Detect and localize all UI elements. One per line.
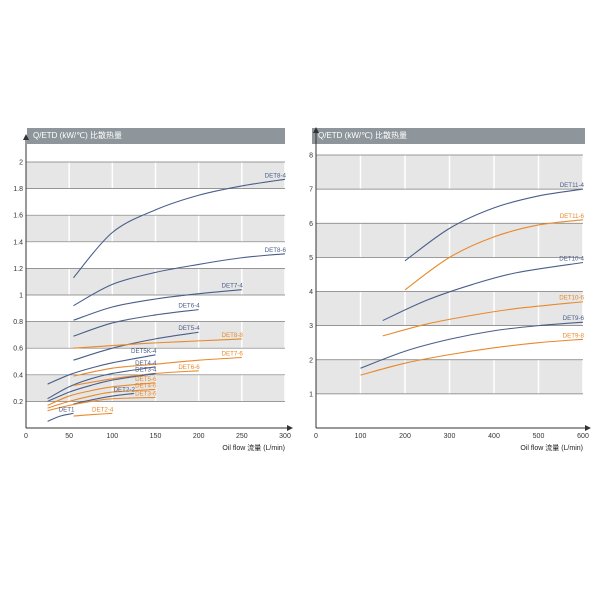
series-label-det6-6: DET6-6 <box>178 364 200 371</box>
y-tick-label: 0.8 <box>13 319 23 326</box>
series-label-det7-4: DET7-4 <box>222 283 244 290</box>
series-line-det4-6 <box>47 388 156 409</box>
y-axis-arrow <box>313 127 319 133</box>
series-line-det9-6 <box>360 321 584 369</box>
series-line-det8-8 <box>73 338 242 349</box>
series-label-det2-2: DET2-2 <box>114 386 136 393</box>
y-tick-label: 6 <box>309 221 313 228</box>
series-label-det11-4: DET11-4 <box>560 182 585 189</box>
x-tick-label: 400 <box>488 433 500 440</box>
y-tick-label: 1 <box>309 391 313 398</box>
x-tick-label: 100 <box>106 433 118 440</box>
series-label-det9-6: DET9-6 <box>563 315 585 322</box>
x-tick-label: 500 <box>533 433 545 440</box>
x-axis-arrow <box>287 425 293 431</box>
x-tick-label: 0 <box>24 433 28 440</box>
series-label-det11-6: DET11-6 <box>560 213 585 220</box>
y-tick-label: 0.4 <box>13 372 23 379</box>
series-label-det5-4: DET5-4 <box>178 325 200 332</box>
series-label-det8-8: DET8-8 <box>222 332 244 339</box>
x-tick-label: 0 <box>314 433 318 440</box>
y-axis-arrow <box>23 134 29 140</box>
series-line-det2-2 <box>73 392 134 405</box>
y-tick-label: 3 <box>309 323 313 330</box>
series-label-det2-4: DET2-4 <box>92 406 114 413</box>
y-tick-label: 1.2 <box>13 266 23 273</box>
series-label-det10-4: DET10-4 <box>559 255 584 262</box>
x-tick-label: 250 <box>236 433 248 440</box>
series-label-det4-4: DET4-4 <box>135 360 157 367</box>
y-tick-label: 5 <box>309 255 313 262</box>
series-line-det6-6 <box>73 370 199 386</box>
series-line-det10-4 <box>382 261 584 322</box>
y-tick-label: 7 <box>309 187 313 194</box>
series-line-det3-6 <box>47 396 156 412</box>
left-chart-title: Q/ETD (kW/℃) 比散热量 <box>33 131 122 140</box>
series-label-det5k-4: DET5K-4 <box>131 348 157 355</box>
series-label-det4-6: DET4-6 <box>135 382 157 389</box>
series-line-det7-4 <box>73 289 242 321</box>
x-tick-label: 300 <box>444 433 456 440</box>
y-tick-label: 1.4 <box>13 239 23 246</box>
series-label-det8-6: DET8-6 <box>265 247 287 254</box>
y-tick-label: 4 <box>309 289 313 296</box>
series-label-det7-6: DET7-6 <box>222 351 244 358</box>
series-line-det9-8 <box>360 338 584 376</box>
series-label-det1: DET1 <box>59 406 75 413</box>
right-chart-header: Q/ETD (kW/℃) 比散热量 <box>312 128 585 144</box>
series-label-det6-4: DET6-4 <box>178 303 200 310</box>
x-axis-title: Oil flow 流量 (L/min) <box>520 443 583 452</box>
x-tick-label: 200 <box>193 433 205 440</box>
series-label-det3-4: DET3-4 <box>135 366 157 373</box>
series-label-det3-6: DET3-6 <box>135 390 157 397</box>
y-tick-label: 8 <box>309 153 313 160</box>
series-line-det6-4 <box>73 309 199 337</box>
series-line-det5-6 <box>47 382 156 406</box>
x-tick-label: 50 <box>65 433 73 440</box>
y-tick-label: 0.2 <box>13 399 23 406</box>
series-line-det5k-4 <box>47 354 156 385</box>
x-axis-title: Oil flow 流量 (L/min) <box>222 443 285 452</box>
series-label-det8-4: DET8-4 <box>265 172 287 179</box>
series-line-det11-4 <box>404 188 584 262</box>
series-line-det3-4 <box>47 372 156 402</box>
series-line-det11-6 <box>404 219 584 291</box>
series-line-det5-4 <box>73 331 199 361</box>
y-tick-label: 0.6 <box>13 346 23 353</box>
series-label-det10-6: DET10-6 <box>559 295 584 302</box>
series-line-det1 <box>47 412 74 422</box>
x-tick-label: 150 <box>150 433 162 440</box>
series-line-det8-6 <box>73 253 286 307</box>
y-tick-label: 1.6 <box>13 213 23 220</box>
series-label-det9-8: DET9-8 <box>563 332 585 339</box>
series-line-det7-6 <box>73 356 242 377</box>
series-line-det2-4 <box>73 412 113 417</box>
x-tick-label: 200 <box>399 433 411 440</box>
x-tick-label: 600 <box>577 433 589 440</box>
x-axis-arrow <box>585 425 591 431</box>
series-line-det4-4 <box>47 366 156 400</box>
y-tick-label: 2 <box>19 160 23 167</box>
x-tick-label: 100 <box>355 433 367 440</box>
right-chart-title: Q/ETD (kW/℃) 比散热量 <box>318 131 407 140</box>
y-tick-label: 1.8 <box>13 186 23 193</box>
x-tick-label: 300 <box>279 433 291 440</box>
series-label-det5-6: DET5-6 <box>135 376 157 383</box>
y-tick-label: 2 <box>309 357 313 364</box>
y-tick-label: 1 <box>19 293 23 300</box>
series-line-det10-6 <box>382 301 584 337</box>
series-line-det8-4 <box>73 178 286 279</box>
left-chart-header: Q/ETD (kW/℃) 比散热量 <box>27 128 285 144</box>
